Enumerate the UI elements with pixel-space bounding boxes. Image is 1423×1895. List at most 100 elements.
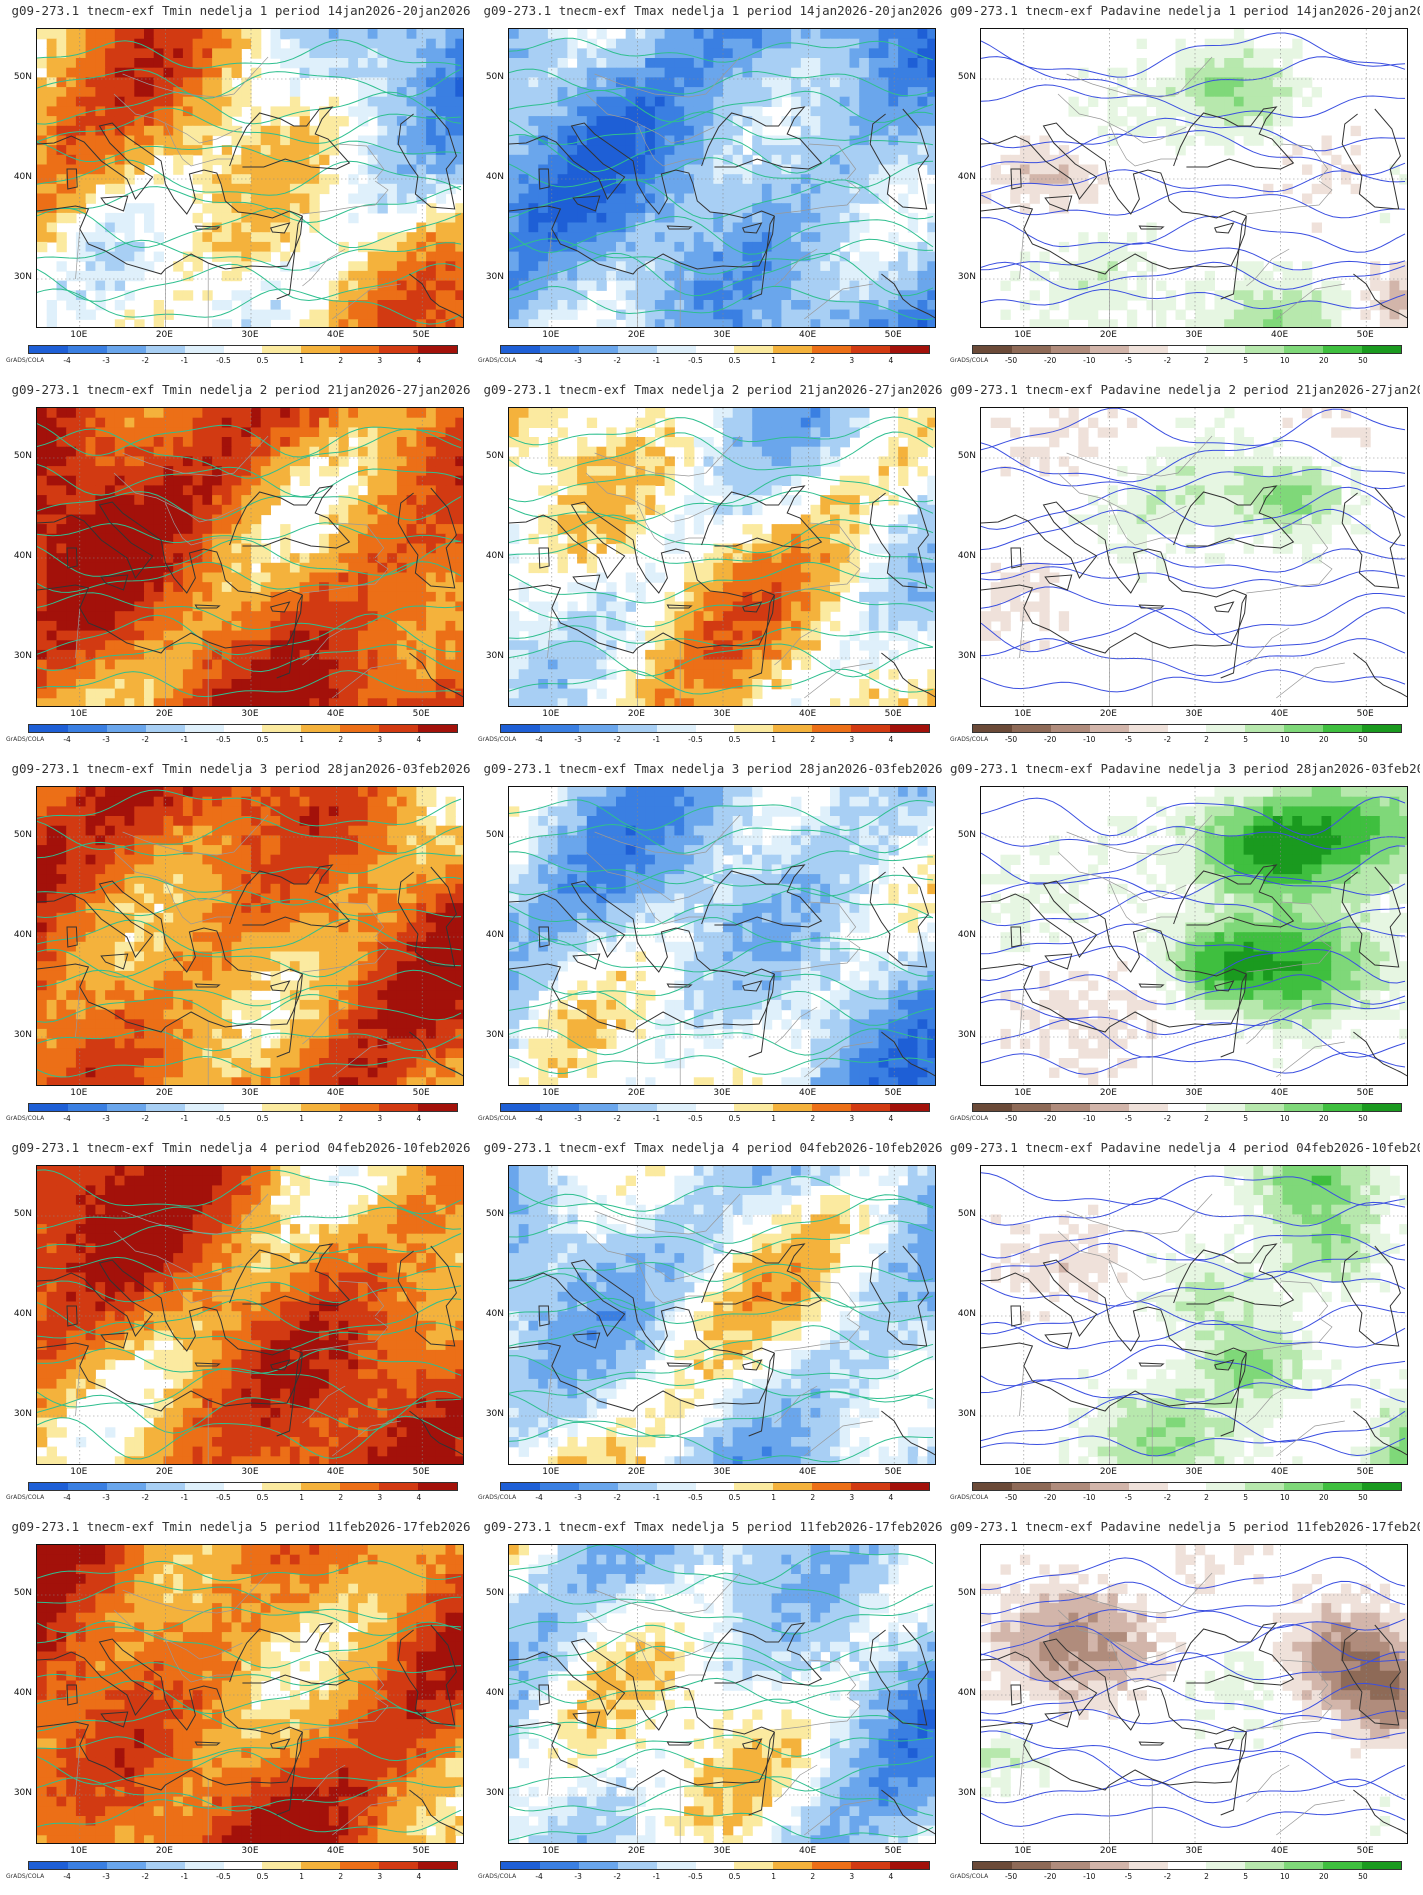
grads-credit: GrADS/COLA bbox=[478, 736, 517, 743]
scale-tick-label: -2 bbox=[613, 1872, 621, 1881]
lon-label: 40E bbox=[327, 330, 345, 340]
color-scale-bar bbox=[500, 1482, 930, 1491]
scale-tick-label: 4 bbox=[416, 735, 422, 744]
lon-label: 50E bbox=[412, 709, 430, 719]
map-frame bbox=[508, 407, 936, 707]
scale-tick-label: -1 bbox=[180, 1872, 189, 1881]
lat-label: 40N bbox=[13, 930, 32, 940]
scale-tick-label: -5 bbox=[1124, 1872, 1133, 1881]
scale-tick-label: 3 bbox=[849, 1114, 855, 1123]
lon-label: 30E bbox=[241, 1846, 259, 1856]
color-swatch bbox=[1089, 1104, 1129, 1111]
coastlines bbox=[509, 106, 935, 319]
scale-tick-label: -5 bbox=[1124, 735, 1133, 744]
color-swatch bbox=[617, 346, 657, 353]
scale-tick-label: -3 bbox=[574, 735, 582, 744]
anomaly-field-map bbox=[509, 408, 935, 706]
country-borders bbox=[1019, 1193, 1345, 1464]
coastlines bbox=[509, 864, 935, 1077]
color-swatch bbox=[656, 1104, 696, 1111]
map-frame bbox=[36, 786, 464, 1086]
coastlines bbox=[37, 1622, 463, 1835]
lon-label: 50E bbox=[412, 1846, 430, 1856]
scale-tick-label: -4 bbox=[63, 356, 71, 365]
coastlines bbox=[37, 106, 463, 319]
coastlines bbox=[37, 485, 463, 698]
scale-tick-label: -2 bbox=[613, 356, 621, 365]
lon-label: 40E bbox=[327, 709, 345, 719]
graticule bbox=[37, 1545, 463, 1843]
anomaly-cells bbox=[37, 29, 463, 327]
lat-label: 50N bbox=[957, 830, 976, 840]
color-swatch bbox=[539, 1862, 579, 1869]
color-swatch bbox=[851, 1483, 891, 1490]
lon-label: 10E bbox=[542, 709, 560, 719]
country-borders bbox=[1019, 1572, 1345, 1843]
color-swatch bbox=[29, 1862, 68, 1869]
color-swatch bbox=[734, 346, 774, 353]
lat-label: 40N bbox=[957, 551, 976, 561]
lon-label: 40E bbox=[799, 1846, 817, 1856]
lat-label: 30N bbox=[957, 1030, 976, 1040]
scale-tick-label: -5 bbox=[1124, 1114, 1133, 1123]
color-swatch bbox=[973, 1862, 1012, 1869]
country-borders bbox=[547, 435, 873, 706]
lat-label: 30N bbox=[13, 1788, 32, 1798]
country-borders bbox=[547, 1572, 873, 1843]
country-borders bbox=[1019, 814, 1345, 1085]
climatology-contours bbox=[981, 32, 1406, 310]
climatology-contours bbox=[981, 1172, 1406, 1457]
color-swatch bbox=[223, 1862, 263, 1869]
color-swatch bbox=[734, 1483, 774, 1490]
anomaly-cells bbox=[981, 787, 1407, 1085]
map-frame bbox=[980, 786, 1408, 1086]
color-swatch bbox=[340, 1483, 380, 1490]
anomaly-cells bbox=[37, 1545, 463, 1843]
scale-tick-label: 50 bbox=[1358, 356, 1368, 365]
scale-tick-label: 10 bbox=[1279, 735, 1290, 744]
lon-label: 20E bbox=[1099, 330, 1117, 340]
color-swatch bbox=[501, 1862, 540, 1869]
map-panel: g09-273.1 tnecm-exf Padavine nedelja 1 p… bbox=[950, 0, 1420, 376]
lat-label: 40N bbox=[957, 930, 976, 940]
lat-label: 40N bbox=[13, 1309, 32, 1319]
panel-title: g09-273.1 tnecm-exf Tmax nedelja 1 perio… bbox=[483, 3, 943, 18]
color-swatch bbox=[184, 1104, 224, 1111]
color-swatch bbox=[301, 725, 341, 732]
color-swatch bbox=[812, 1104, 852, 1111]
color-swatch bbox=[973, 1483, 1012, 1490]
scale-tick-label: 0.5 bbox=[728, 1493, 741, 1502]
scale-tick-label: 2 bbox=[1204, 356, 1209, 365]
scale-tick-label: -2 bbox=[1163, 1114, 1172, 1123]
country-borders bbox=[547, 56, 873, 327]
scale-tick-label: -10 bbox=[1083, 356, 1096, 365]
scale-tick-label: 50 bbox=[1358, 1872, 1368, 1881]
color-swatch bbox=[539, 725, 579, 732]
scale-tick-label: 4 bbox=[416, 1872, 422, 1881]
color-swatch bbox=[501, 1104, 540, 1111]
scale-tick-label: 20 bbox=[1319, 1872, 1329, 1881]
color-swatch bbox=[29, 1104, 68, 1111]
color-swatch bbox=[539, 1104, 579, 1111]
color-swatch bbox=[418, 1104, 457, 1111]
color-swatch bbox=[539, 346, 579, 353]
climatology-contours bbox=[509, 37, 934, 321]
scale-tick-label: 4 bbox=[416, 1114, 422, 1123]
color-swatch bbox=[812, 1862, 852, 1869]
color-swatch bbox=[656, 1862, 696, 1869]
lon-label: 30E bbox=[713, 1088, 731, 1098]
color-swatch bbox=[578, 1862, 618, 1869]
anomaly-cells bbox=[37, 787, 463, 1085]
color-swatch bbox=[1089, 346, 1129, 353]
color-swatch bbox=[301, 1483, 341, 1490]
lon-label: 20E bbox=[1099, 1846, 1117, 1856]
lon-label: 10E bbox=[1014, 1846, 1032, 1856]
color-swatch bbox=[1011, 1104, 1051, 1111]
country-borders bbox=[75, 1193, 401, 1464]
lon-label: 10E bbox=[1014, 1088, 1032, 1098]
color-swatch bbox=[1128, 725, 1168, 732]
scale-tick-label: 2 bbox=[810, 356, 816, 365]
lat-label: 30N bbox=[957, 1409, 976, 1419]
color-swatch bbox=[418, 1483, 457, 1490]
color-swatch bbox=[67, 1483, 107, 1490]
